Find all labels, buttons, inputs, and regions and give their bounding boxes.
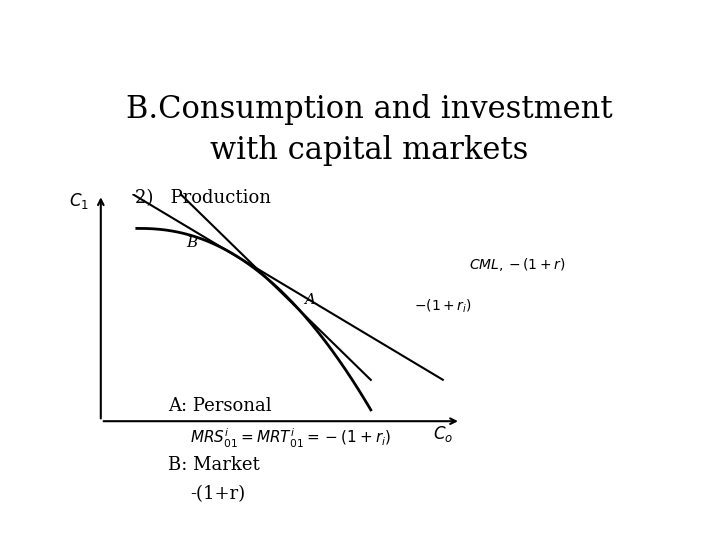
Text: 2)   Production: 2) Production xyxy=(135,190,271,207)
Text: $C_o$: $C_o$ xyxy=(433,424,453,444)
Text: B.Consumption and investment: B.Consumption and investment xyxy=(126,94,612,125)
Text: B: B xyxy=(186,237,197,251)
Text: $MRS_{01}^{i} = MRT_{01}^{i} = -(1+r_i)$: $MRS_{01}^{i} = MRT_{01}^{i} = -(1+r_i)$ xyxy=(190,427,392,450)
Text: $CML, -(1+r)$: $CML, -(1+r)$ xyxy=(469,256,566,273)
Text: $C_1$: $C_1$ xyxy=(69,191,89,211)
Text: B: Market: B: Market xyxy=(168,456,260,474)
Text: A: Personal: A: Personal xyxy=(168,397,271,415)
Text: with capital markets: with capital markets xyxy=(210,136,528,166)
Text: A: A xyxy=(304,293,315,307)
Text: -(1+r): -(1+r) xyxy=(190,485,246,503)
Text: $-(1+r_i)$: $-(1+r_i)$ xyxy=(413,297,472,315)
